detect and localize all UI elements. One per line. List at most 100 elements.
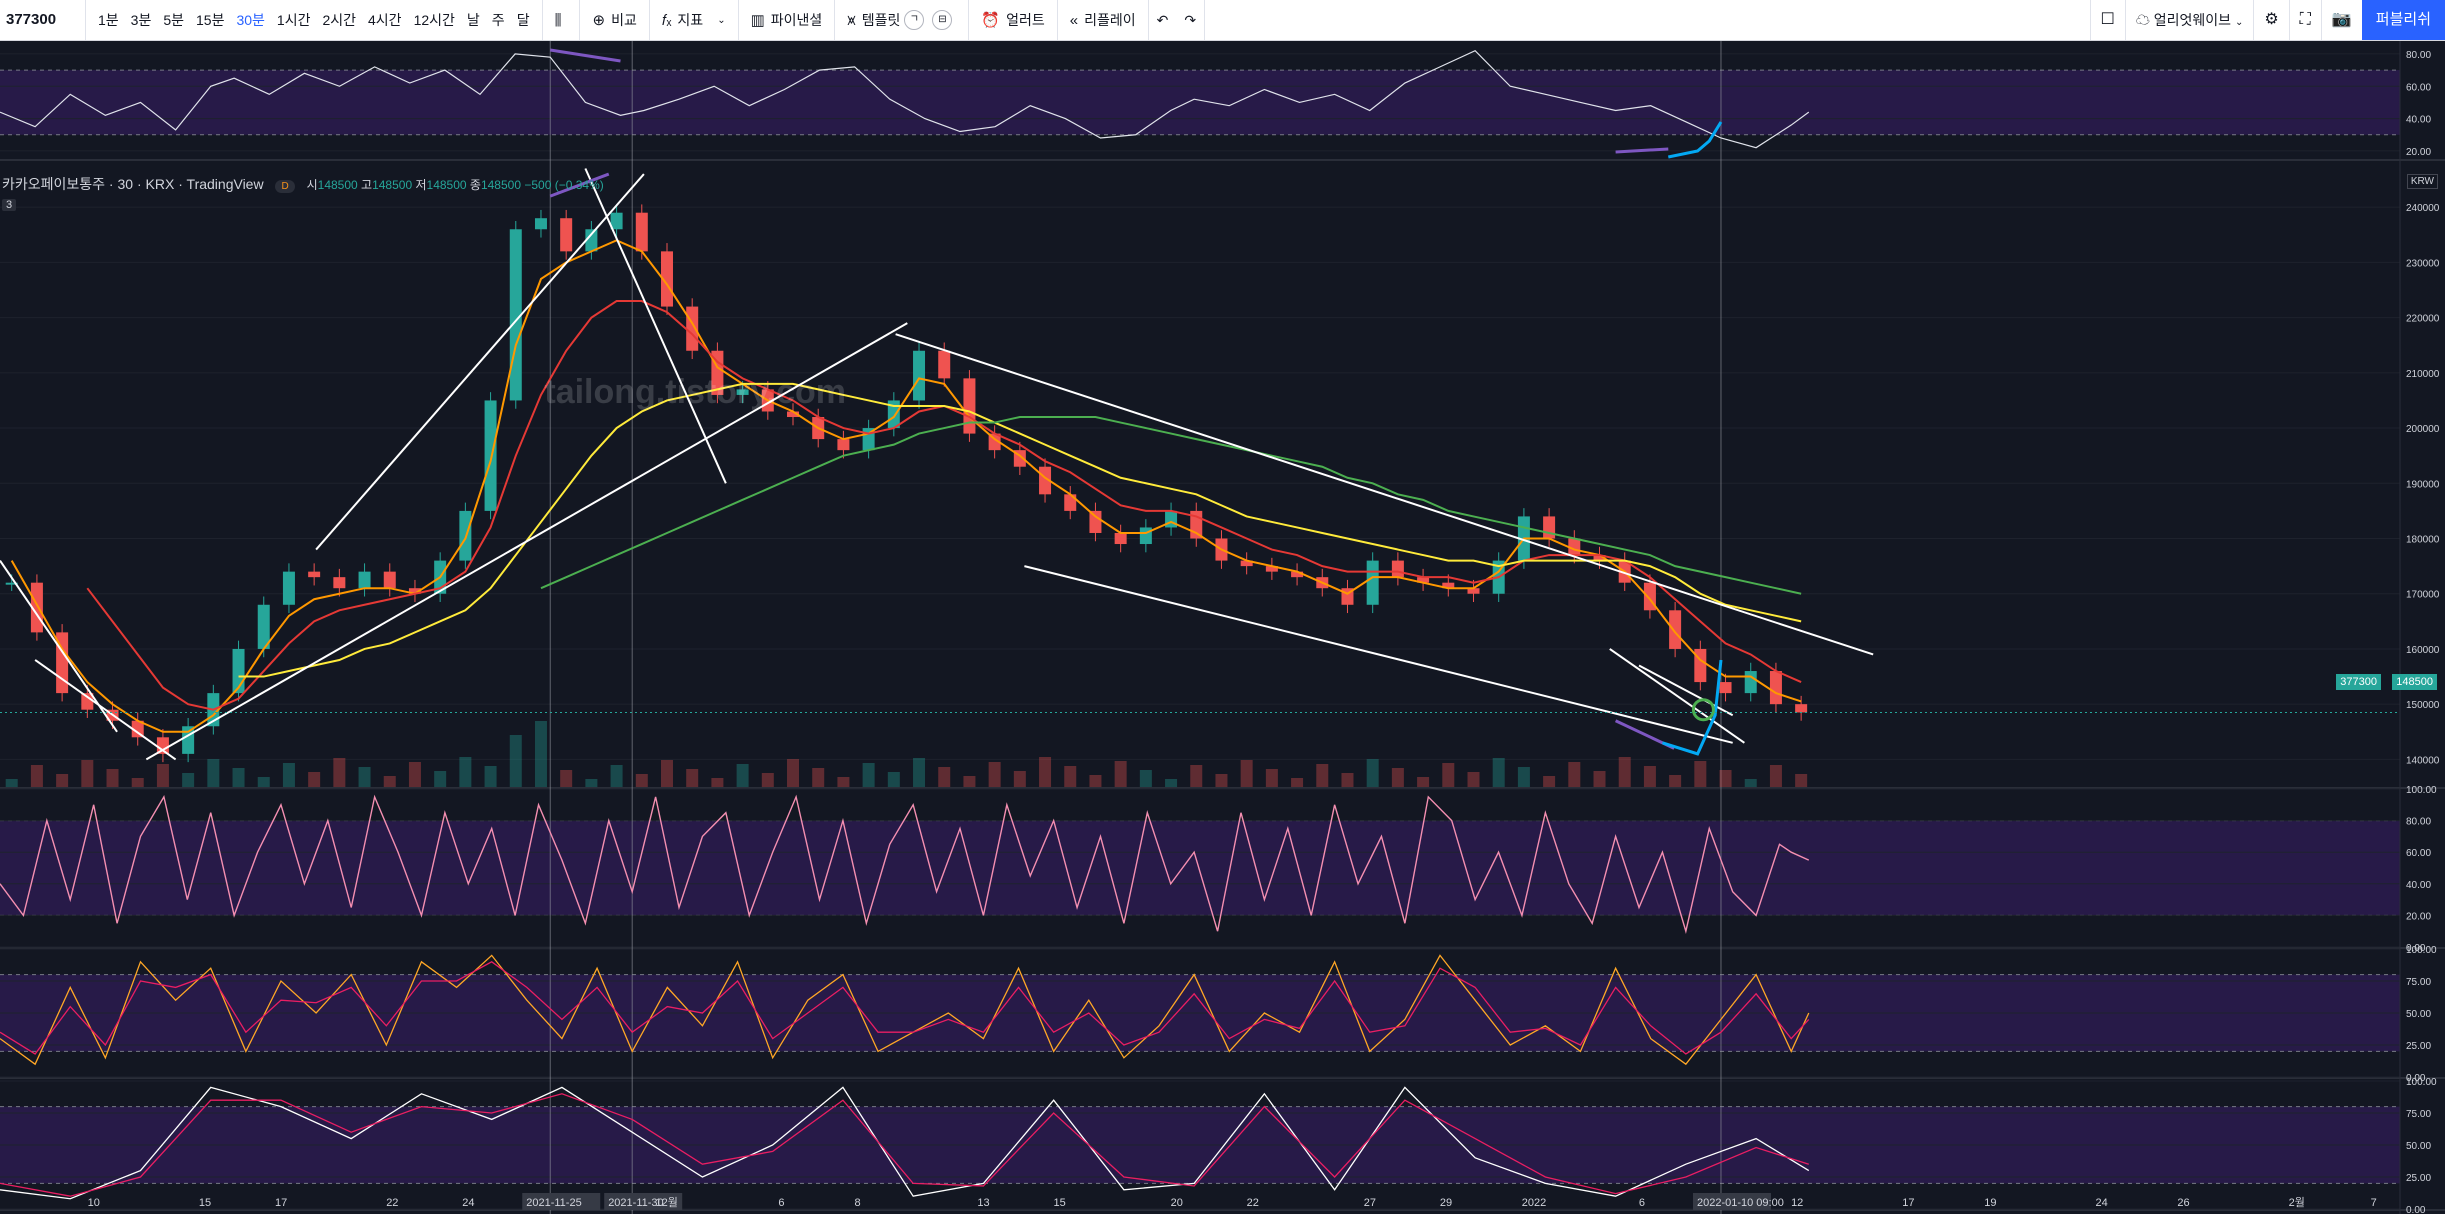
stoch-d-line — [0, 961, 1810, 1055]
volume-bar — [812, 768, 825, 787]
y-tick-label: 0.00 — [2406, 1205, 2426, 1214]
templates-button[interactable]: ⩙ 템플릿 ㄱ ⊟ — [835, 0, 970, 40]
candle-body — [560, 218, 573, 252]
redo-icon: ↷ — [1184, 11, 1197, 28]
volume-bar — [383, 776, 396, 787]
volume-bar — [610, 765, 623, 787]
alarm-clock-icon: ⏰ — [981, 12, 1001, 29]
y-tick-label: 220000 — [2406, 314, 2440, 325]
fullscreen-select-button[interactable]: ☐ — [2089, 0, 2125, 40]
x-tick-label: 17 — [275, 1197, 287, 1209]
candle-body — [182, 726, 195, 754]
expand-icon: ⛶ — [2299, 11, 2311, 28]
x-tick-label: 12 — [1791, 1197, 1803, 1209]
candle-body — [408, 588, 421, 594]
trendline — [145, 322, 908, 761]
stoch-rsi-line — [0, 794, 1810, 934]
interval-8[interactable]: 12시간 — [413, 12, 455, 28]
oscillator-band — [0, 820, 2400, 916]
undo-button[interactable]: ↶ — [1149, 0, 1177, 40]
cloud-icon: ☁ — [2135, 12, 2150, 28]
volume-bar — [1417, 777, 1430, 787]
compare-button[interactable]: ⊕ 비교 — [580, 0, 650, 40]
fullscreen-button[interactable]: ⛶ — [2288, 0, 2321, 40]
settings-button[interactable]: ⚙ — [2253, 0, 2288, 40]
candle-body — [1165, 510, 1178, 528]
y-tick-label: 100.00 — [2406, 945, 2437, 956]
volume-bar — [257, 777, 270, 787]
interval-6[interactable]: 2시간 — [322, 12, 357, 28]
candle-body — [913, 350, 926, 401]
series-legend: 카카오페이보통주 · 30 · KRX · TradingView D 시148… — [2, 176, 604, 193]
templates-label: 템플릿 — [861, 12, 901, 28]
interval-11[interactable]: 달 — [516, 12, 530, 28]
chevron-down-icon: ⌄ — [717, 14, 726, 26]
replay-button[interactable]: « 리플레이 — [1058, 0, 1149, 40]
legend-symbol-name[interactable]: 카카오페이보통주 — [2, 176, 106, 192]
y-tick-label: 170000 — [2406, 590, 2440, 601]
layout-button[interactable]: ☁ 얼리엇웨이브 ⌄ — [2124, 0, 2253, 40]
volume-bar — [913, 758, 926, 787]
trendline — [895, 333, 1874, 656]
interval-1[interactable]: 3분 — [130, 12, 152, 28]
moving-average-2 — [238, 382, 1802, 678]
candle-body — [1593, 555, 1606, 561]
volume-bar — [761, 773, 774, 787]
interval-2[interactable]: 5분 — [163, 12, 185, 28]
candle-body — [1442, 582, 1455, 589]
redo-button[interactable]: ↷ — [1176, 0, 1206, 40]
candle-type-button[interactable]: ⫼ — [543, 0, 581, 40]
volume-bar — [308, 772, 321, 787]
interval-3[interactable]: 15분 — [196, 12, 225, 28]
currency-selector[interactable]: KRW — [2406, 174, 2438, 189]
volume-bar — [1341, 773, 1354, 787]
financials-button[interactable]: ▥ 파이낸셜 — [739, 0, 836, 40]
x-tick-label: 15 — [199, 1197, 211, 1209]
alert-button[interactable]: ⏰ 얼러트 — [969, 0, 1058, 40]
snapshot-button[interactable]: 📷 — [2320, 0, 2362, 40]
volume-bar — [1064, 766, 1077, 787]
interval-7[interactable]: 4시간 — [368, 12, 402, 28]
x-tick-label: 2월 — [2289, 1196, 2305, 1209]
volume-bar — [1165, 779, 1178, 787]
hidden-indicators-count[interactable]: 3 — [2, 199, 17, 211]
symbol-search[interactable]: 377300 — [0, 0, 86, 40]
slow-stoch-d-line — [0, 1093, 1809, 1197]
volume-bar — [787, 759, 800, 787]
y-tick-label: 75.00 — [2406, 977, 2431, 988]
chart-area[interactable]: 80.0060.0040.0020.0024000023000022000021… — [0, 41, 2445, 1214]
publish-button[interactable]: 퍼블리쉬 — [2361, 0, 2445, 40]
interval-10[interactable]: 주 — [491, 12, 505, 28]
x-tick-label: 13 — [977, 1197, 989, 1209]
candle-body — [1366, 560, 1379, 605]
volume-bar — [5, 779, 18, 787]
candle-body — [383, 571, 396, 589]
template-lock-icon[interactable]: ⊟ — [932, 10, 953, 30]
x-tick-label: 6 — [778, 1197, 784, 1209]
rewind-icon: « — [1069, 11, 1079, 29]
candle-body — [1064, 494, 1077, 511]
candle-body — [1744, 671, 1757, 694]
interval-4[interactable]: 30분 — [236, 12, 265, 28]
interval-0[interactable]: 1분 — [98, 12, 119, 28]
open-value: 148500 — [317, 178, 358, 192]
volume-bar — [1089, 775, 1102, 787]
volume-bar — [509, 735, 522, 787]
indicators-button[interactable]: 𝑓ₓ 지표 ⌄ — [650, 0, 739, 40]
volume-bar — [1139, 770, 1152, 787]
x-tick-label: 8 — [854, 1197, 860, 1209]
volume-bar — [660, 760, 673, 787]
y-tick-label: 75.00 — [2406, 1109, 2431, 1120]
square-icon: ☐ — [2100, 11, 2115, 28]
template-hotkey-icon[interactable]: ㄱ — [904, 10, 925, 30]
interval-9[interactable]: 날 — [466, 12, 480, 28]
volume-bar — [1669, 775, 1682, 787]
volume-bar — [1618, 757, 1631, 787]
volume-bar — [1240, 760, 1253, 787]
interval-5[interactable]: 1시간 — [276, 12, 311, 28]
candle-body — [333, 577, 346, 589]
x-tick-label: 12월 — [655, 1196, 677, 1209]
x-tick-label: 17 — [1902, 1197, 1914, 1209]
close-value: 148500 — [480, 178, 521, 192]
y-tick-label: 80.00 — [2406, 817, 2431, 828]
